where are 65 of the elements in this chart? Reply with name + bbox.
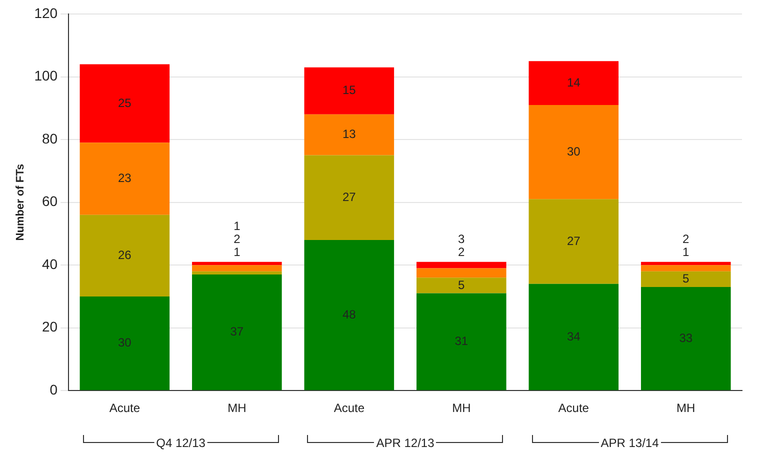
bar: [80, 64, 170, 143]
bar: [80, 214, 170, 296]
y-axis-title: Number of FTs: [14, 164, 27, 241]
y-tick-label: 40: [42, 256, 58, 272]
text: Q4 12/13: [154, 436, 208, 450]
data-label: 13: [342, 127, 356, 142]
bar: [80, 296, 170, 390]
bar: [640, 271, 731, 288]
x-tick-label: MH: [676, 401, 696, 416]
data-label: 25: [118, 96, 132, 110]
data-label: 5: [458, 278, 466, 292]
data-label: 23: [118, 171, 132, 186]
text: APR 13/14: [598, 436, 661, 450]
data-label: 1: [234, 219, 241, 234]
bar: [304, 240, 394, 390]
data-label: 2: [234, 232, 241, 246]
y-tick-label: 80: [42, 130, 58, 146]
bar: [528, 61, 619, 106]
y-tick-label: 0: [50, 381, 58, 398]
data-label: 31: [454, 334, 468, 348]
data-label: 2: [682, 232, 690, 246]
bar: [416, 278, 506, 294]
x-tick-label: Acute: [109, 401, 140, 416]
x-tick-label: Acute: [558, 401, 590, 416]
bar: [528, 284, 619, 390]
y-tick-label: 120: [34, 4, 58, 21]
text: APR 12/13: [374, 436, 436, 450]
data-label: 15: [342, 83, 356, 98]
bar: [416, 293, 506, 390]
x-tick-label: MH: [452, 401, 471, 416]
bar: [192, 262, 282, 266]
data-label: 1: [234, 245, 241, 260]
data-label: 33: [679, 330, 693, 345]
data-label: 30: [566, 144, 581, 158]
bar: [304, 67, 394, 114]
data-label: 30: [118, 336, 132, 350]
y-tick-label: 20: [42, 318, 58, 335]
bar: [304, 114, 394, 156]
data-label: 27: [566, 234, 581, 248]
bar: [640, 262, 731, 266]
data-label: 34: [566, 329, 581, 344]
data-label: 26: [118, 248, 132, 262]
bar: [192, 274, 282, 390]
y-tick-label: 60: [42, 193, 58, 210]
bar: [192, 271, 282, 274]
bar: [416, 268, 506, 278]
data-label: 14: [566, 75, 581, 90]
bar: [416, 262, 506, 268]
y-tick-label: 100: [34, 68, 58, 84]
bar: [528, 105, 619, 200]
data-label: 3: [458, 232, 466, 246]
data-label: 27: [342, 190, 356, 204]
data-label: 48: [342, 307, 356, 322]
bar: [640, 265, 731, 272]
x-tick-label: Acute: [334, 401, 365, 416]
data-label: 5: [682, 272, 690, 286]
bar: [80, 142, 170, 215]
bar: [528, 199, 619, 284]
bar: [192, 265, 282, 272]
data-label: 2: [458, 245, 466, 260]
bar: [640, 287, 731, 390]
x-tick-label: MH: [228, 401, 246, 416]
data-label: 1: [682, 245, 690, 260]
bar: [304, 155, 394, 240]
data-label: 37: [230, 324, 244, 339]
